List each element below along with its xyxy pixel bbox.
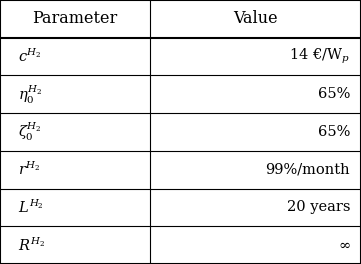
Text: 99%/month: 99%/month <box>266 163 350 177</box>
Text: Value: Value <box>233 10 278 27</box>
Text: $R^{H_2}$: $R^{H_2}$ <box>18 237 45 254</box>
Text: Parameter: Parameter <box>32 10 118 27</box>
Text: $\infty$: $\infty$ <box>338 238 350 252</box>
Text: 65%: 65% <box>318 125 350 139</box>
Text: $\eta_0^{H_2}$: $\eta_0^{H_2}$ <box>18 83 42 106</box>
Text: $r^{H_2}$: $r^{H_2}$ <box>18 161 40 178</box>
Text: 65%: 65% <box>318 87 350 101</box>
Text: 14 €/W$_p$: 14 €/W$_p$ <box>289 47 350 66</box>
Text: $\zeta_0^{H_2}$: $\zeta_0^{H_2}$ <box>18 121 42 143</box>
Text: $c^{H_2}$: $c^{H_2}$ <box>18 48 42 65</box>
Text: 20 years: 20 years <box>287 200 350 214</box>
Text: $L^{H_2}$: $L^{H_2}$ <box>18 199 44 216</box>
